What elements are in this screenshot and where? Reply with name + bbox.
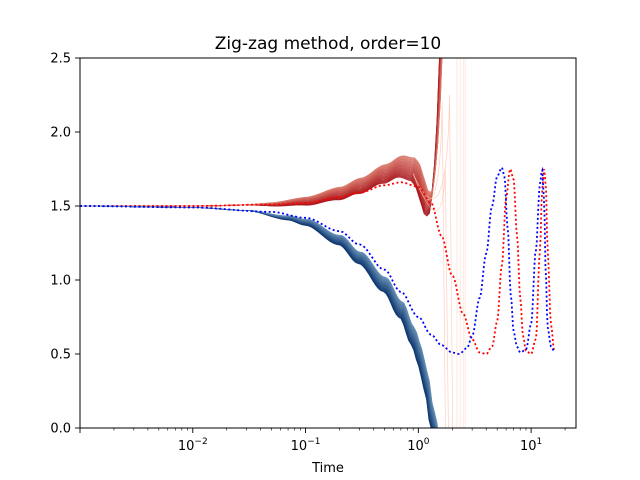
red-dotted-line <box>80 167 555 355</box>
blue-ensemble-line <box>80 205 437 428</box>
y-tick-label: 1.0 <box>50 274 71 289</box>
red-ensemble-line <box>80 58 441 210</box>
x-tick-label: 101 <box>520 437 542 454</box>
blue-ensemble-line <box>80 205 437 428</box>
blue-ensemble-line <box>80 205 435 428</box>
blue-ensemble-line <box>80 205 437 428</box>
blue-ensemble-line <box>80 205 432 428</box>
blue-ensemble-line <box>80 205 432 428</box>
blue-ensemble-line <box>80 205 438 428</box>
red-ensemble-line <box>80 58 441 213</box>
y-tick-label: 1.5 <box>50 200 71 215</box>
red-ensemble-stray-line <box>412 94 454 428</box>
red-ensemble-line <box>80 58 440 217</box>
red-ensemble-line <box>80 58 441 208</box>
blue-ensemble-line <box>80 205 436 428</box>
blue-ensemble-line <box>80 205 434 428</box>
x-tick-label: 10−2 <box>178 437 208 454</box>
blue-ensemble-line <box>80 205 432 428</box>
blue-ensemble-line <box>80 205 433 428</box>
y-tick-label: 0.5 <box>50 348 71 363</box>
blue-ensemble-line <box>80 205 437 428</box>
blue-ensemble-line <box>80 205 438 428</box>
red-ensemble-line <box>80 58 441 209</box>
blue-ensemble-line <box>80 205 438 428</box>
blue-ensemble-line <box>80 205 437 428</box>
red-ensemble-stray-line <box>412 168 449 428</box>
blue-ensemble-line <box>80 205 434 428</box>
blue-ensemble-line <box>80 205 435 428</box>
blue-ensemble-line <box>80 205 435 428</box>
blue-dotted-line <box>80 166 555 355</box>
x-axis-label: Time <box>311 461 344 476</box>
blue-ensemble-line <box>80 205 436 428</box>
blue-ensemble-line <box>80 205 433 428</box>
blue-ensemble-line <box>80 205 435 428</box>
blue-ensemble-line <box>80 205 435 428</box>
blue-ensemble-line <box>80 205 434 428</box>
plot-area <box>80 58 555 428</box>
x-tick-label: 10−1 <box>291 437 321 454</box>
red-ensemble-line <box>80 58 441 212</box>
red-ensemble-line <box>80 58 441 214</box>
y-tick-label: 2.0 <box>50 126 71 141</box>
blue-ensemble-line <box>80 205 434 428</box>
blue-ensemble-line <box>80 205 438 428</box>
blue-ensemble-line <box>80 205 436 428</box>
red-ensemble-line <box>80 58 440 216</box>
blue-ensemble-line <box>80 205 436 428</box>
axes-frame <box>79 57 577 429</box>
blue-ensemble-line <box>80 205 438 428</box>
red-ensemble-line <box>80 58 441 213</box>
blue-ensemble-line <box>80 205 438 428</box>
y-tick-label: 0.0 <box>50 422 71 437</box>
x-axis: 10−2 10−1 100 101 <box>79 428 566 454</box>
red-ensemble-line <box>80 58 441 211</box>
blue-ensemble-line <box>80 205 434 428</box>
red-ensemble-line <box>80 58 441 215</box>
red-ensemble-line <box>80 58 440 216</box>
blue-ensemble-line <box>80 205 433 428</box>
y-axis: 0.0 0.5 1.0 1.5 2.0 2.5 <box>50 52 80 437</box>
blue-ensemble-line <box>80 205 433 428</box>
blue-ensemble-line <box>80 205 436 428</box>
blue-ensemble-line <box>80 205 438 428</box>
x-tick-label: 100 <box>407 437 430 454</box>
y-tick-label: 2.5 <box>50 52 71 67</box>
red-ensemble-line <box>80 58 441 211</box>
chart-title: Zig-zag method, order=10 <box>215 34 442 54</box>
